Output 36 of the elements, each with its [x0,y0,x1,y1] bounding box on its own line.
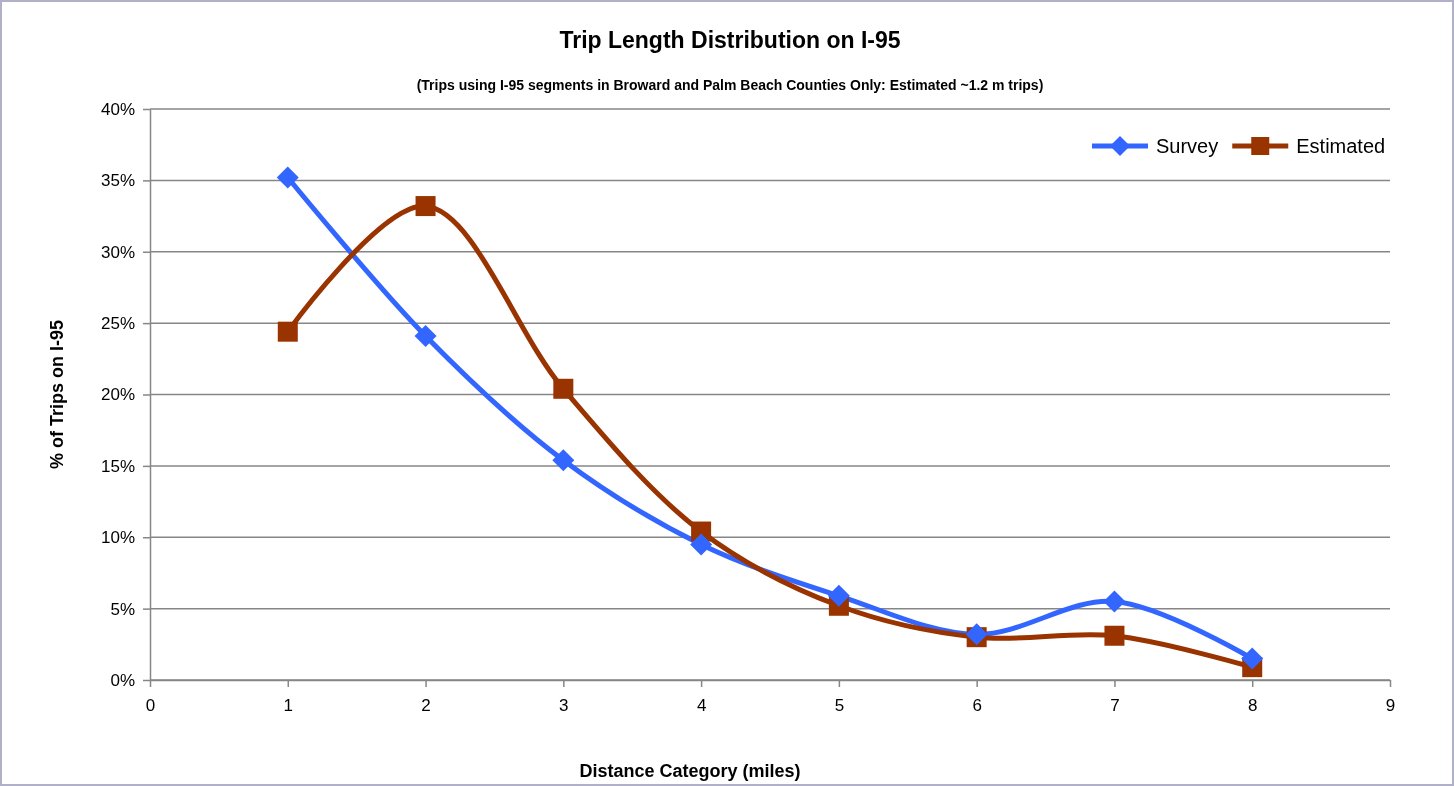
point [552,449,575,472]
point [277,321,298,342]
y-tick-label: 20% [100,385,135,405]
x-tick-label: 9 [1385,696,1396,716]
x-tick-label: 0 [145,696,156,716]
legend-label: Estimated [1296,135,1386,157]
point [553,378,574,399]
legend-label: Survey [1156,135,1219,157]
y-tick-label: 40% [100,99,135,119]
y-tick-label: 30% [100,242,135,262]
x-tick-label: 1 [283,696,294,716]
x-axis-title: Distance Category (miles) [579,761,801,781]
x-tick-label: 2 [421,696,431,716]
point [1241,647,1264,670]
y-tick-label: 25% [100,314,135,334]
y-axis-title: % of Trips on I-95 [47,319,67,470]
point [1104,625,1125,646]
x-tick-label: 7 [1110,696,1120,716]
x-tick-label: 5 [834,696,845,716]
x-tick-label: 6 [972,696,982,716]
x-tick-label: 3 [559,696,569,716]
point [414,324,437,347]
x-tick-label: 8 [1247,696,1258,716]
y-tick-label: 10% [100,528,135,548]
point [415,196,436,217]
point [690,533,713,556]
chart-subtitle: (Trips using I-95 segments in Broward and Palm Beach Counties Only: Estimated ~1.2 m trips) [416,77,1044,93]
y-tick-label: 15% [100,456,135,476]
point [827,584,850,607]
y-tick-label: 0% [110,670,135,690]
point [276,166,299,189]
chart-title: Trip Length Distribution on I-95 [559,27,901,53]
y-tick-label: 35% [100,171,135,191]
y-tick-label: 5% [110,599,135,619]
x-tick-label: 4 [696,696,707,716]
point [1103,590,1126,613]
